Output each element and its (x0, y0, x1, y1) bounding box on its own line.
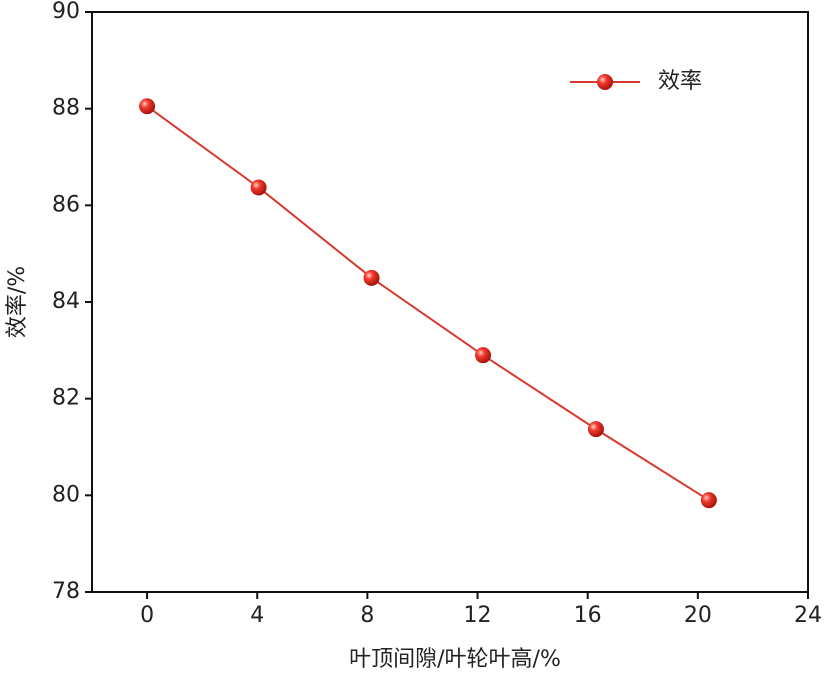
x-tick-label: 4 (250, 603, 264, 628)
legend-label: 效率 (658, 69, 702, 94)
x-tick-label: 24 (794, 603, 822, 628)
x-axis-label: 叶顶间隙/叶轮叶高/% (349, 647, 561, 672)
data-point (587, 421, 604, 438)
series-line (146, 105, 710, 502)
data-point (139, 98, 156, 115)
y-tick-label: 84 (52, 289, 80, 314)
y-tick-label: 78 (52, 579, 80, 604)
data-point (363, 269, 380, 286)
x-tick-label: 12 (464, 603, 492, 628)
y-tick-label: 82 (52, 386, 80, 411)
data-point (250, 179, 267, 196)
x-tick-label: 0 (140, 603, 154, 628)
y-tick-label: 90 (52, 0, 80, 24)
data-point (700, 492, 717, 509)
y-axis-label: 效率/% (5, 266, 30, 338)
x-tick-label: 8 (360, 603, 374, 628)
y-tick-label: 80 (52, 482, 80, 507)
x-tick-label: 16 (574, 603, 602, 628)
data-point (475, 347, 492, 364)
x-tick-label: 20 (684, 603, 712, 628)
plot-frame (91, 11, 809, 593)
y-tick-label: 88 (52, 96, 80, 121)
legend-marker (597, 74, 613, 90)
y-tick-label: 86 (52, 192, 80, 217)
